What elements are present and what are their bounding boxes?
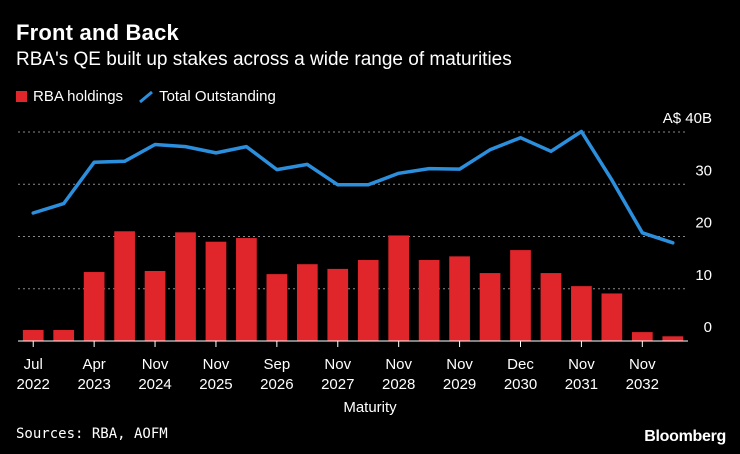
bar-rba-holdings xyxy=(296,264,318,341)
bar-rba-holdings xyxy=(175,232,196,341)
bar-rba-holdings xyxy=(510,250,531,341)
y-tick-label: 10 xyxy=(695,267,712,284)
x-tick-label: Apr xyxy=(82,356,105,373)
legend-label-total-outstanding: Total Outstanding xyxy=(159,88,276,105)
bar-rba-holdings xyxy=(327,268,349,341)
legend-item-rba-holdings: RBA holdings xyxy=(16,88,123,105)
x-tick-label-year: 2026 xyxy=(260,376,293,393)
bar-rba-holdings xyxy=(266,274,288,341)
x-tick-label: Nov xyxy=(568,356,595,373)
bar-rba-holdings xyxy=(144,270,166,341)
x-tick-label-year: 2027 xyxy=(321,376,354,393)
legend: RBA holdings Total Outstanding xyxy=(16,88,292,105)
bar-rba-holdings xyxy=(53,330,75,341)
x-tick-label-year: 2030 xyxy=(504,376,537,393)
x-tick-label-year: 2022 xyxy=(17,376,50,393)
bar-rba-holdings xyxy=(601,293,623,341)
x-tick-label: Nov xyxy=(385,356,412,373)
x-tick-label: Dec xyxy=(507,356,534,373)
x-tick-label-year: 2023 xyxy=(77,376,110,393)
bar-rba-holdings xyxy=(631,332,653,341)
x-tick-label: Nov xyxy=(142,356,169,373)
chart-title: Front and Back xyxy=(16,20,179,45)
bar-rba-holdings xyxy=(388,235,410,341)
legend-label-rba-holdings: RBA holdings xyxy=(33,88,124,105)
legend-swatch-bar xyxy=(16,91,27,102)
y-tick-label: 20 xyxy=(695,215,712,232)
bar-rba-holdings xyxy=(449,256,470,341)
source-note: Sources: RBA, AOFM xyxy=(16,426,168,442)
x-tick-label-year: 2025 xyxy=(199,376,232,393)
x-tick-label-year: 2032 xyxy=(626,376,659,393)
bar-rba-holdings xyxy=(418,260,440,341)
bar-rba-holdings xyxy=(83,272,105,341)
x-tick-label-year: 2028 xyxy=(382,376,415,393)
chart-subtitle: RBA's QE built up stakes across a wide r… xyxy=(16,49,512,70)
bar-rba-holdings xyxy=(205,241,227,341)
legend-item-total-outstanding: Total Outstanding xyxy=(139,88,276,105)
y-tick-label: 30 xyxy=(695,162,712,179)
x-tick-label: Sep xyxy=(264,356,291,373)
x-tick-label-year: 2029 xyxy=(443,376,476,393)
x-tick-label: Nov xyxy=(446,356,473,373)
x-axis-title: Maturity xyxy=(343,399,397,416)
legend-swatch-line xyxy=(139,90,154,103)
line-total-outstanding xyxy=(31,129,675,245)
bar-rba-holdings xyxy=(540,273,562,341)
x-tick-label: Nov xyxy=(324,356,351,373)
bar-rba-holdings xyxy=(114,231,135,341)
bar-rba-holdings xyxy=(357,260,379,341)
brand-logo: Bloomberg xyxy=(644,428,726,445)
x-tick-label: Nov xyxy=(629,356,656,373)
y-tick-label: A$ 40B xyxy=(663,110,712,127)
x-tick-label: Nov xyxy=(203,356,230,373)
bar-rba-holdings xyxy=(571,286,592,341)
x-tick-label-year: 2024 xyxy=(138,376,171,393)
bar-rba-holdings xyxy=(236,238,257,341)
x-tick-label: Jul xyxy=(24,356,43,373)
bar-rba-holdings xyxy=(662,336,684,341)
bar-rba-holdings xyxy=(479,273,501,341)
x-tick-label-year: 2031 xyxy=(565,376,598,393)
bar-rba-holdings xyxy=(22,330,44,341)
y-tick-label: 0 xyxy=(704,319,712,336)
